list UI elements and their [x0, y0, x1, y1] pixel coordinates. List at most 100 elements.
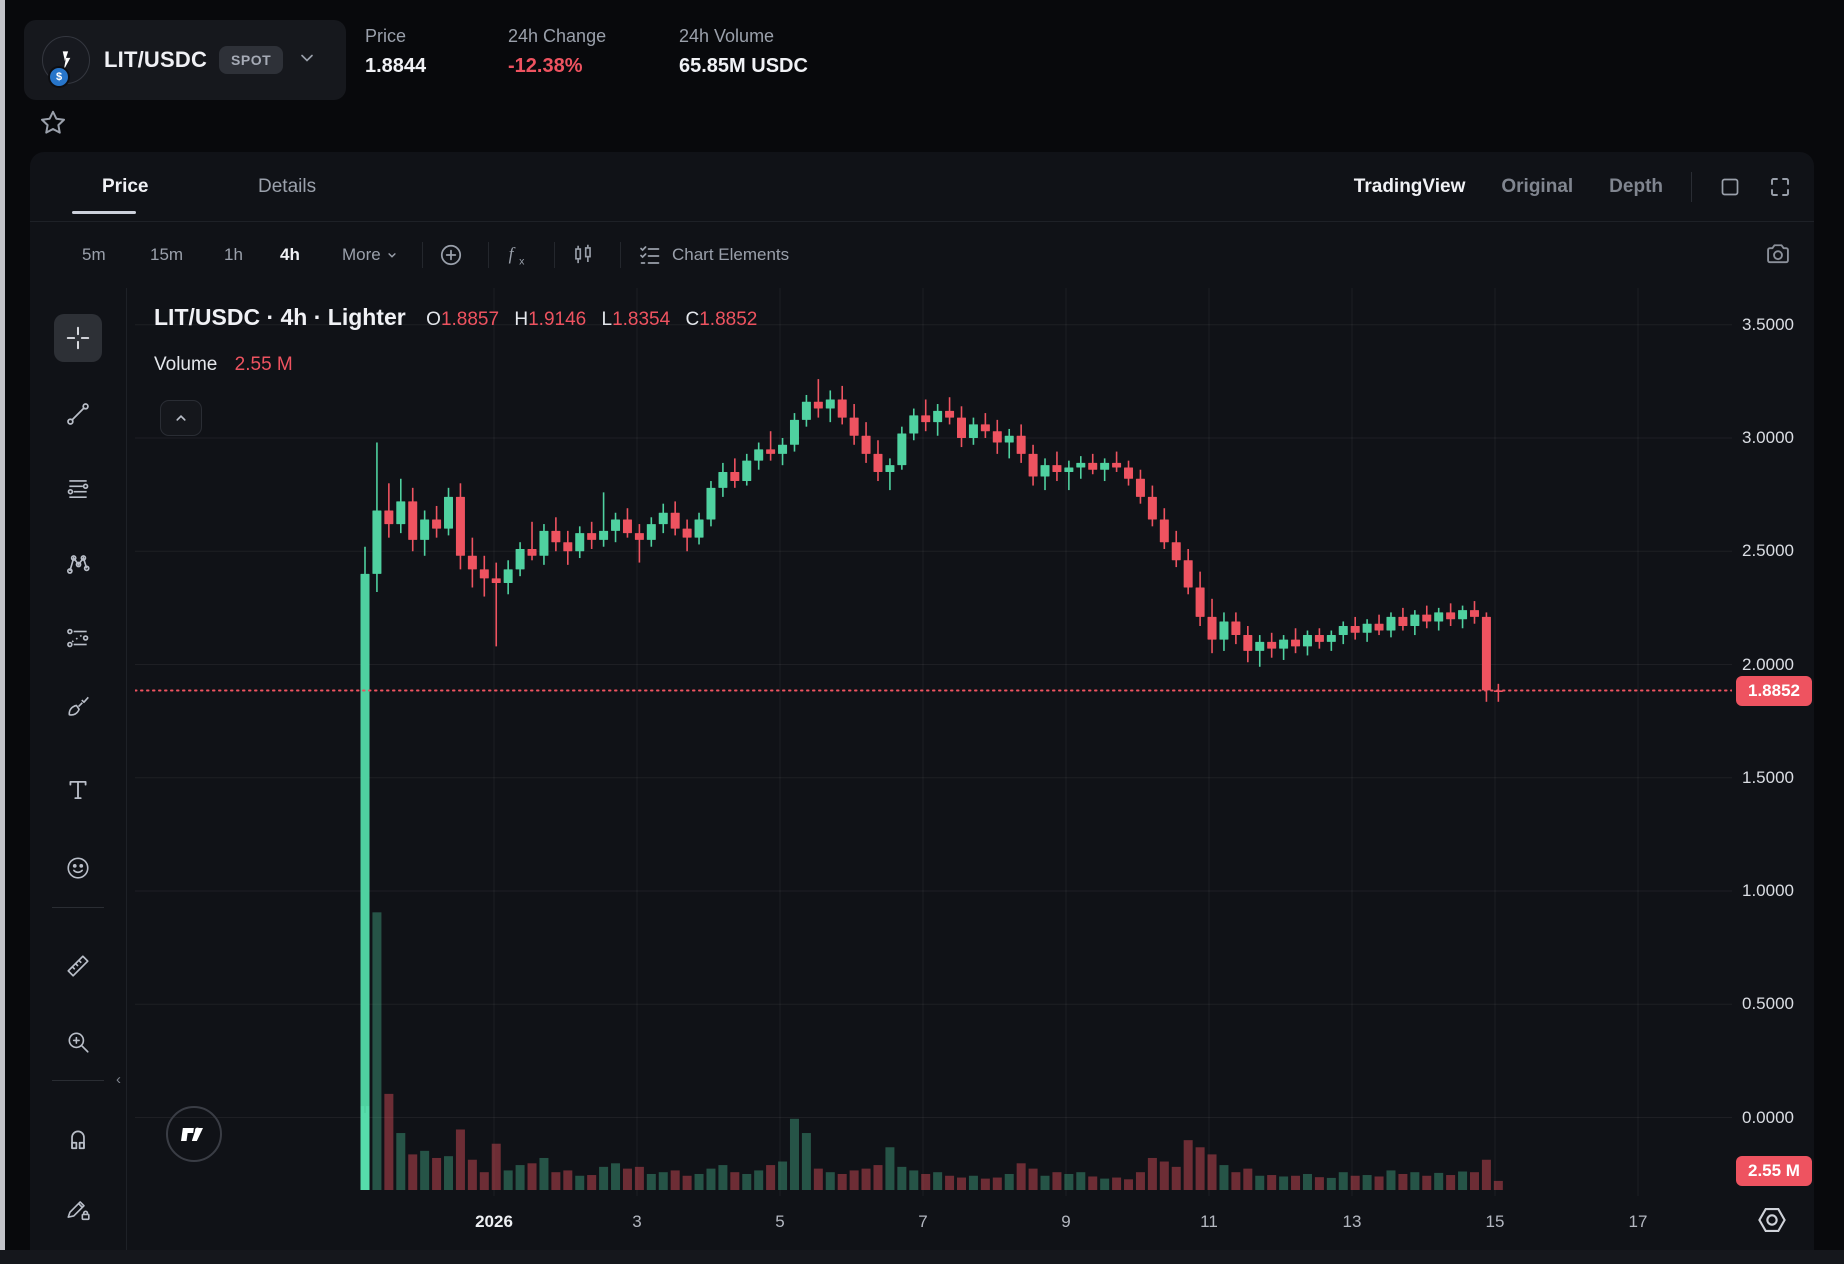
svg-text:x: x — [519, 255, 525, 267]
lighter-logo-icon — [62, 51, 71, 70]
projection-tool-icon[interactable] — [65, 625, 91, 651]
chart-elements-label: Chart Elements — [672, 245, 790, 264]
toolbar-divider — [52, 907, 104, 908]
crosshair-tool-icon[interactable] — [65, 325, 91, 351]
collapse-legend-button[interactable] — [160, 400, 202, 436]
separator — [620, 242, 621, 268]
lock-drawings-icon[interactable] — [65, 1196, 91, 1222]
stat-price: Price 1.8844 — [365, 26, 426, 78]
price-tick-label: 3.5000 — [1742, 314, 1794, 334]
market-selector[interactable]: $ LIT/USDC SPOT — [24, 20, 346, 100]
stat-change-value: -12.38% — [508, 55, 583, 77]
candlestick-chart[interactable] — [135, 288, 1732, 1196]
chart-elements-button[interactable]: Chart Elements — [638, 243, 789, 267]
text-tool-icon[interactable] — [65, 777, 91, 803]
chevron-down-icon — [388, 253, 396, 258]
view-tradingview[interactable]: TradingView — [1353, 176, 1466, 197]
emoji-tool-icon[interactable] — [65, 855, 91, 881]
separator — [422, 242, 423, 268]
separator — [488, 242, 489, 268]
active-tab-underline — [72, 211, 136, 214]
measure-ruler-icon[interactable] — [65, 953, 91, 979]
trend-line-tool-icon[interactable] — [65, 401, 91, 427]
price-tick-label: 0.5000 — [1742, 994, 1794, 1014]
chart-tabs-row: Price Details TradingView Original Depth — [30, 152, 1814, 222]
chart-toolbar: 5m 15m 1h 4h More f x — [30, 222, 1814, 288]
time-tick-label: 3 — [632, 1212, 642, 1231]
indicators-fx-icon[interactable]: f x — [504, 241, 532, 269]
time-tick-label: 13 — [1342, 1212, 1362, 1231]
separator — [1691, 172, 1692, 202]
stat-volume: 24h Volume 65.85M USDC — [679, 26, 808, 78]
time-tick-label: 15 — [1485, 1212, 1505, 1231]
volume-label: Volume — [154, 354, 218, 375]
chart-legend: LIT/USDC · 4h · Lighter O1.8857 H1.9146 … — [154, 304, 757, 331]
stat-price-value: 1.8844 — [365, 55, 427, 77]
time-tick-label: 17 — [1628, 1212, 1648, 1231]
brush-tool-icon[interactable] — [65, 693, 91, 719]
price-tick-label: 0.0000 — [1742, 1107, 1794, 1127]
legend-ohlc: O1.8857 H1.9146 L1.8354 C1.8852 — [426, 309, 758, 330]
active-tool-highlight — [54, 314, 102, 362]
tab-details[interactable]: Details — [258, 176, 317, 197]
timeframe-4h[interactable]: 4h — [280, 245, 300, 264]
separator — [554, 242, 555, 268]
price-tick-label: 2.5000 — [1742, 541, 1794, 561]
volume-tag: 2.55 M — [1736, 1156, 1812, 1186]
pattern-tool-icon[interactable] — [65, 551, 91, 577]
svg-text:f: f — [509, 244, 516, 264]
token-logo: $ — [42, 36, 90, 88]
tab-price[interactable]: Price — [102, 176, 149, 197]
price-tick-label: 3.0000 — [1742, 428, 1794, 447]
time-tick-label: 9 — [1061, 1212, 1071, 1231]
stat-change-label: 24h Change — [508, 26, 607, 46]
view-depth[interactable]: Depth — [1609, 176, 1663, 197]
price-tick-label: 1.0000 — [1742, 881, 1794, 900]
screenshot-camera-icon[interactable] — [1764, 240, 1792, 273]
timeframe-5m[interactable]: 5m — [82, 245, 106, 264]
time-tick-label: 11 — [1200, 1212, 1218, 1231]
pair-name: LIT/USDC — [104, 47, 208, 72]
last-price-tag: 1.8852 — [1736, 675, 1812, 706]
drawing-toolbar: ‹ — [30, 288, 127, 1250]
chevron-down-icon[interactable] — [297, 48, 317, 73]
volume-legend: Volume 2.55 M — [154, 354, 293, 376]
timeframe-15m[interactable]: 15m — [150, 245, 184, 264]
timeframe-1h[interactable]: 1h — [224, 245, 243, 264]
stat-price-label: Price — [365, 26, 407, 46]
magnet-tool-icon[interactable] — [65, 1126, 91, 1152]
fib-retracement-tool-icon[interactable] — [65, 476, 91, 502]
window-edge-strip — [0, 0, 5, 1264]
price-tick-label: 1.5000 — [1742, 767, 1794, 787]
stat-volume-label: 24h Volume — [679, 26, 775, 46]
view-original[interactable]: Original — [1501, 176, 1574, 197]
chart-settings-gear-icon[interactable] — [1754, 1202, 1790, 1238]
fullscreen-icon[interactable] — [1768, 175, 1792, 199]
chart-view-switch: TradingView Original Depth — [1318, 152, 1792, 222]
bottom-panel-edge — [0, 1250, 1844, 1264]
timeframe-more-dropdown[interactable]: More — [342, 245, 399, 265]
market-type-badge: SPOT — [219, 46, 284, 74]
volume-value: 2.55 M — [234, 354, 293, 375]
chart-card: Price Details TradingView Original Depth — [30, 152, 1814, 1250]
checklist-icon — [640, 246, 660, 264]
collapse-toolbar-icon[interactable]: ‹ — [116, 1071, 121, 1088]
zoom-in-tool-icon[interactable] — [65, 1029, 91, 1055]
time-tick-label: 2026 — [475, 1212, 513, 1231]
price-axis[interactable]: 3.5000 3.0000 2.5000 2.0000 1.5000 1.0000 0.50… — [1732, 288, 1814, 1196]
legend-title: LIT/USDC · 4h · Lighter — [154, 304, 406, 330]
time-axis[interactable]: 2026 3 5 7 9 11 13 15 17 — [135, 1196, 1732, 1250]
stat-change: 24h Change -12.38% — [508, 26, 606, 78]
favorite-star-icon[interactable] — [38, 108, 68, 138]
chevron-up-icon — [176, 414, 186, 421]
compare-candles-icon[interactable] — [570, 242, 596, 268]
price-tick-label: 2.0000 — [1742, 654, 1794, 674]
time-tick-label: 5 — [775, 1212, 785, 1231]
tradingview-logo-icon — [181, 1127, 203, 1141]
add-indicator-icon[interactable] — [438, 242, 464, 268]
toolbar-divider — [52, 1080, 104, 1081]
tradingview-logo[interactable] — [166, 1106, 222, 1162]
stat-volume-value: 65.85M USDC — [679, 55, 808, 77]
windowed-view-icon[interactable] — [1718, 175, 1742, 199]
